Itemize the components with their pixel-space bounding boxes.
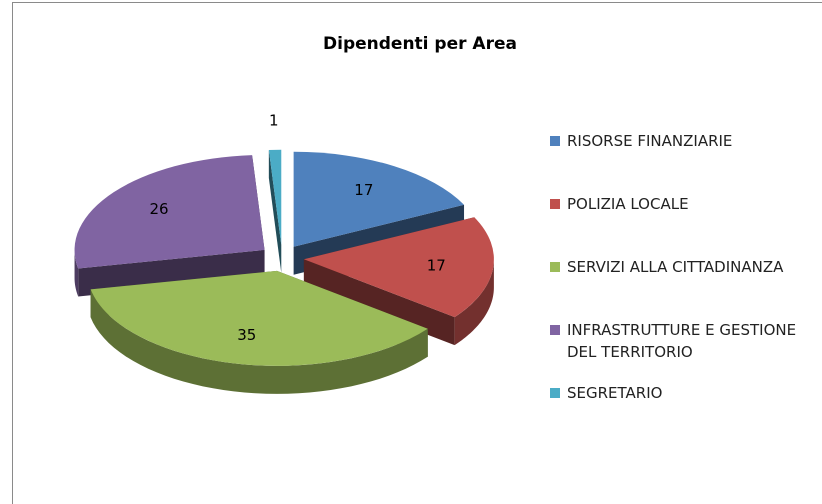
slice-side xyxy=(268,150,282,273)
data-label: 35 xyxy=(237,326,256,344)
data-label: 1 xyxy=(269,111,279,129)
legend-swatch xyxy=(550,199,560,209)
slice-wall xyxy=(74,249,79,297)
chart-frame xyxy=(12,2,822,504)
legend-swatch xyxy=(550,325,560,335)
slice xyxy=(303,217,494,318)
data-label: 17 xyxy=(427,256,446,274)
legend-swatch xyxy=(550,262,560,272)
legend-item: INFRASTRUTTURE E GESTIONE DEL TERRITORIO xyxy=(550,319,812,382)
legend-item: SEGRETARIO xyxy=(550,382,812,445)
slice-wall xyxy=(90,289,428,394)
slice-side xyxy=(303,259,455,346)
slice xyxy=(74,155,265,269)
legend-label: INFRASTRUTTURE E GESTIONE DEL TERRITORIO xyxy=(567,321,797,361)
legend-item: RISORSE FINANZIARIE xyxy=(550,130,812,193)
legend-item: POLIZIA LOCALE xyxy=(550,193,812,256)
chart-title: Dipendenti per Area xyxy=(323,34,517,54)
data-label: 26 xyxy=(149,200,168,218)
legend-label: SERVIZI ALLA CITTADINANZA xyxy=(567,258,784,276)
slice xyxy=(268,149,282,245)
slice xyxy=(293,151,465,247)
legend-label: SEGRETARIO xyxy=(567,384,663,402)
legend-swatch xyxy=(550,136,560,146)
slice xyxy=(90,270,428,366)
legend: RISORSE FINANZIARIE POLIZIA LOCALE SERVIZI… xyxy=(550,130,812,445)
legend-swatch xyxy=(550,388,560,398)
slice-wall xyxy=(454,259,494,346)
legend-label: POLIZIA LOCALE xyxy=(567,195,689,213)
slice-side xyxy=(78,249,265,297)
legend-item: SERVIZI ALLA CITTADINANZA xyxy=(550,256,812,319)
legend-label: RISORSE FINANZIARIE xyxy=(567,132,733,150)
data-label: 17 xyxy=(354,181,373,199)
